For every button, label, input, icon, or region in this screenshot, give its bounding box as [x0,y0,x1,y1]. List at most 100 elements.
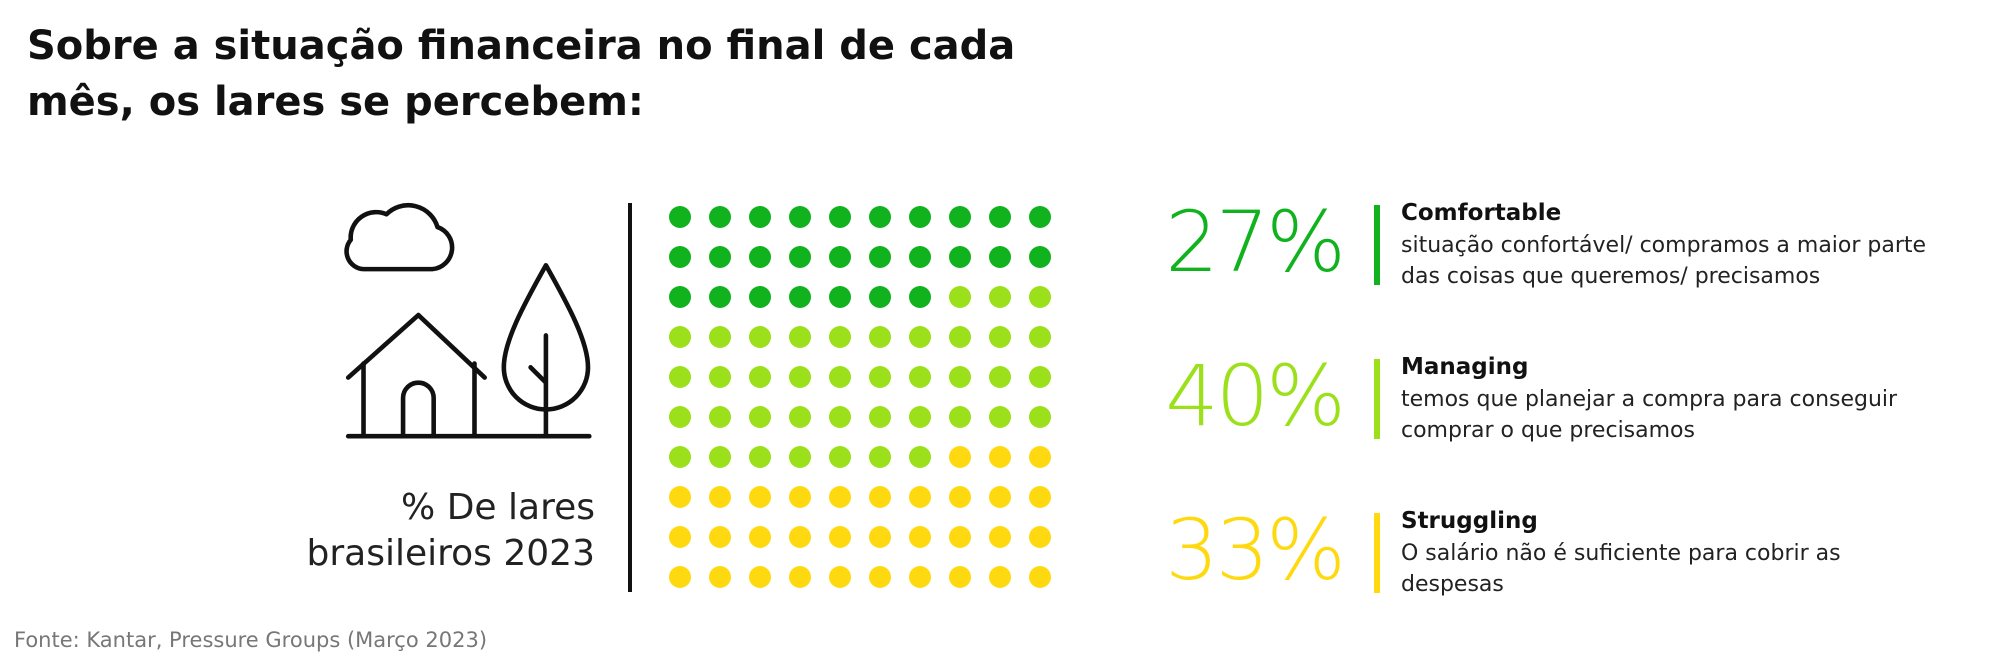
waffle-dot [989,286,1011,308]
subtitle: % De lares brasileiros 2023 [306,487,595,574]
waffle-dot [789,566,811,588]
waffle-dot [869,326,891,348]
waffle-dot [949,486,971,508]
waffle-dot [829,566,851,588]
waffle-dot [829,326,851,348]
waffle-dot [749,566,771,588]
waffle-dot [709,286,731,308]
waffle-dot [789,206,811,228]
waffle-dot [869,206,891,228]
waffle-dot [749,446,771,468]
waffle-dot [909,286,931,308]
waffle-dot [669,446,691,468]
waffle-dot [789,366,811,388]
waffle-dot [789,286,811,308]
waffle-dot [1029,366,1051,388]
category-name: Managing [1401,354,1529,380]
waffle-dot [909,566,931,588]
value-label: 27% [1165,193,1346,291]
waffle-dot [709,246,731,268]
waffle-dot [909,326,931,348]
waffle-dot [669,326,691,348]
waffle-dot [949,326,971,348]
waffle-dot [989,526,1011,548]
waffle-dot [989,486,1011,508]
waffle-dot [989,326,1011,348]
house-icon [344,202,592,439]
waffle-dot [869,406,891,428]
waffle-dot [749,326,771,348]
source: Fonte: Kantar, Pressure Groups (Março 20… [14,628,488,652]
category-description: situação confortável/ compramos a maior … [1401,233,1927,289]
waffle-dot [789,486,811,508]
waffle-dot [949,406,971,428]
waffle-dot [709,526,731,548]
waffle-dot [789,326,811,348]
waffle-dot [749,286,771,308]
waffle-dot [909,406,931,428]
waffle-dot [869,366,891,388]
waffle-dot [869,286,891,308]
waffle-dot [869,526,891,548]
waffle-dot [709,446,731,468]
waffle-dot [909,366,931,388]
waffle-dot [989,406,1011,428]
title: Sobre a situação financeira no final de … [27,23,1016,125]
waffle-dot [829,486,851,508]
waffle-dot [989,366,1011,388]
waffle-dot [949,566,971,588]
legend-bar [1374,513,1380,593]
waffle-dot [749,486,771,508]
waffle-dot [949,366,971,388]
waffle-dot [869,566,891,588]
waffle-dot [669,486,691,508]
waffle-dot [869,486,891,508]
waffle-dot [1029,286,1051,308]
legend-bar [1374,359,1380,439]
waffle-dot [909,206,931,228]
waffle-dot [749,246,771,268]
waffle-dot [909,446,931,468]
waffle-dot [789,446,811,468]
waffle-dot [709,406,731,428]
waffle-dot [789,406,811,428]
waffle-dot [669,526,691,548]
category-name: Struggling [1401,508,1538,534]
waffle-dot [1029,326,1051,348]
waffle-dot [1029,406,1051,428]
waffle-dot [869,446,891,468]
waffle-dot [1029,246,1051,268]
waffle-dot [749,366,771,388]
waffle-dot [829,446,851,468]
waffle-dot [669,406,691,428]
waffle-dot [1029,446,1051,468]
waffle-dot [669,286,691,308]
waffle-dot [789,526,811,548]
waffle-dot [829,246,851,268]
waffle-dot [909,246,931,268]
waffle-dot [949,246,971,268]
waffle-dot [949,206,971,228]
waffle-dot [749,206,771,228]
category-description: O salário não é suficiente para cobrir a… [1401,541,1841,597]
waffle-dot [989,206,1011,228]
waffle-dot [1029,526,1051,548]
waffle-dot [709,206,731,228]
legend-bar [1374,205,1380,285]
waffle-dot [829,366,851,388]
waffle-dot [829,286,851,308]
waffle-dot [989,566,1011,588]
waffle-dot [909,526,931,548]
value-label: 33% [1165,501,1346,599]
waffle-dot [949,446,971,468]
waffle-dot [669,206,691,228]
waffle-dot [789,246,811,268]
waffle-dot [749,526,771,548]
waffle-dot [709,566,731,588]
waffle-dot [949,286,971,308]
value-label: 40% [1165,347,1346,445]
waffle-dot [869,246,891,268]
waffle-dot [989,446,1011,468]
